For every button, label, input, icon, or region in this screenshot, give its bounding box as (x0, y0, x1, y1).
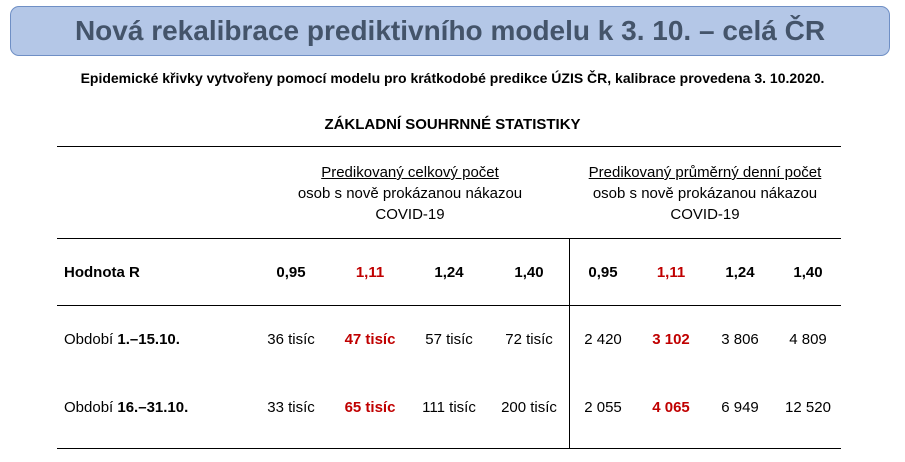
column-group-daily-line1: Predikovaný průměrný denní počet (588, 164, 822, 181)
table-bottom-rule (57, 448, 841, 449)
page-title: Nová rekalibrace prediktivního modelu k … (74, 15, 826, 46)
table-cell: 111 tisíc (422, 399, 476, 416)
subtitle: Epidemické křivky vytvořeny pomocí model… (80, 70, 825, 86)
table-cell: 57 tisíc (425, 331, 473, 348)
title-banner: Nová rekalibrace prediktivního modelu k … (10, 6, 890, 56)
column-group-daily-line2: osob s nově prokázanou nákazou (592, 185, 818, 202)
section-title: ZÁKLADNÍ SOUHRNNÉ STATISTIKY (324, 116, 581, 133)
row-label-period: 1.–15.10. (117, 331, 180, 348)
r-value-cell: 1,40 (514, 264, 544, 281)
table-cell: 200 tisíc (501, 399, 557, 416)
r-value-cell-highlight: 1,11 (355, 264, 385, 281)
header-separator-rule (57, 238, 841, 239)
table-cell: 12 520 (785, 399, 831, 416)
column-group-daily: Predikovaný průměrný denní počet osob s … (560, 162, 850, 225)
r-row-separator-rule (57, 305, 841, 306)
r-value-cell: 1,40 (793, 264, 823, 281)
r-value-cell: 0,95 (276, 264, 306, 281)
table-cell: 4 809 (789, 331, 827, 348)
table-cell-highlight: 47 tisíc (344, 331, 396, 348)
column-group-total: Predikovaný celkový počet osob s nově pr… (260, 162, 560, 225)
table-cell: 3 806 (721, 331, 759, 348)
table-cell-highlight: 3 102 (652, 331, 690, 348)
table-cell: 6 949 (721, 399, 759, 416)
column-group-total-line1: Predikovaný celkový počet (321, 164, 499, 181)
table-cell-highlight: 65 tisíc (344, 399, 396, 416)
r-row-label: Hodnota R (64, 264, 140, 281)
column-group-total-line3: COVID-19 (375, 206, 445, 223)
column-group-daily-line3: COVID-19 (670, 206, 740, 223)
column-group-total-line2: osob s nově prokázanou nákazou (297, 185, 523, 202)
table-cell: 36 tisíc (267, 331, 315, 348)
row-label-prefix: Období (64, 331, 118, 348)
table-row-label: Období 1.–15.10. (64, 331, 180, 348)
row-label-period: 16.–31.10. (117, 399, 189, 416)
table-cell: 2 420 (584, 331, 622, 348)
r-value-cell: 1,24 (725, 264, 755, 281)
table-cell: 2 055 (584, 399, 622, 416)
r-value-cell: 0,95 (588, 264, 618, 281)
r-value-cell: 1,24 (434, 264, 464, 281)
table-cell-highlight: 4 065 (652, 399, 690, 416)
r-value-cell-highlight: 1,11 (656, 264, 686, 281)
column-group-divider (569, 239, 570, 448)
table-cell: 72 tisíc (505, 331, 553, 348)
table-cell: 33 tisíc (267, 399, 315, 416)
table-row-label: Období 16.–31.10. (64, 399, 188, 416)
table-top-rule (57, 146, 841, 147)
row-label-prefix: Období (64, 399, 118, 416)
